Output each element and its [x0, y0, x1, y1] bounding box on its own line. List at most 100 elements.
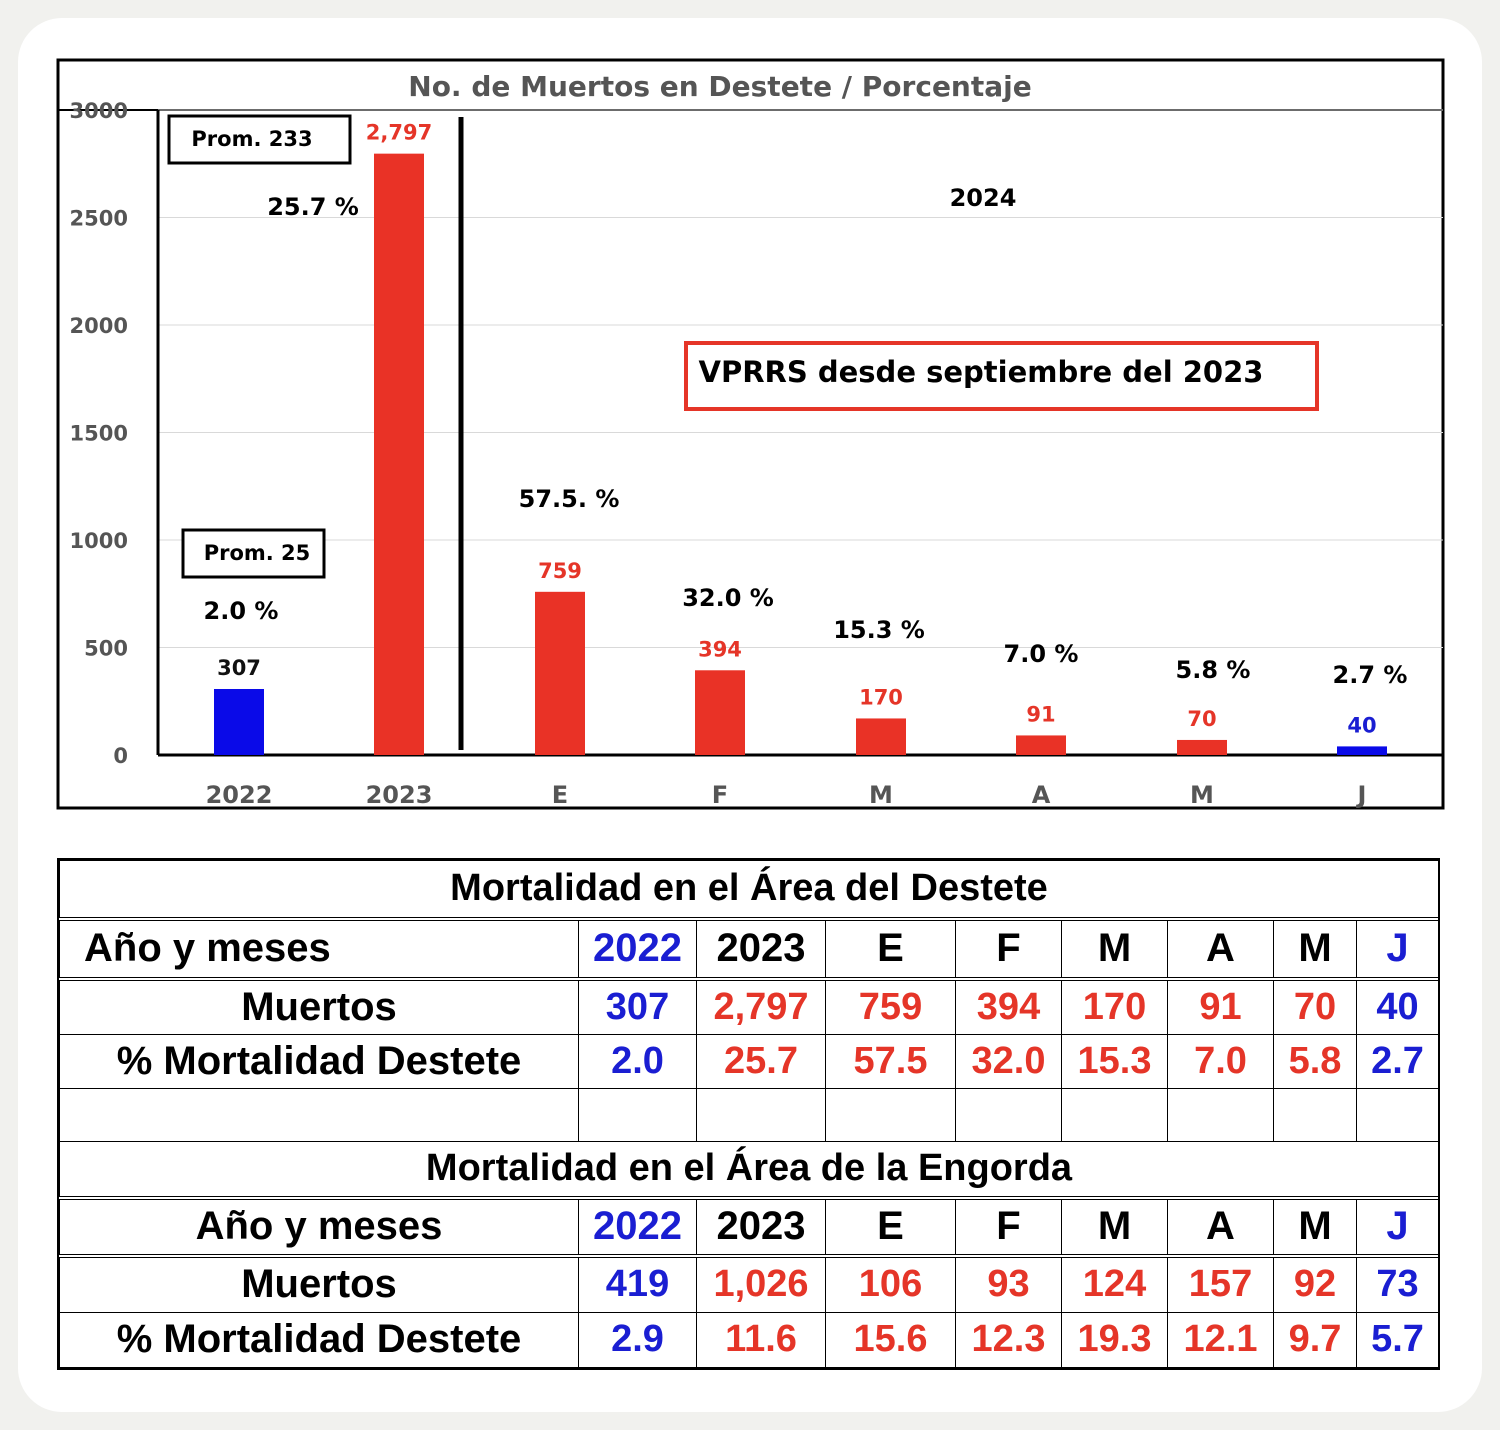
blank-cell [1061, 1087, 1168, 1143]
bar-percent-label: 15.3 % [833, 616, 925, 644]
table-cell: 124 [1061, 1255, 1168, 1313]
bar-percent-label: 2.0 % [204, 597, 279, 625]
table-cell: 32.0 [955, 1033, 1062, 1089]
table-cell: 57.5 [825, 1033, 956, 1089]
destete-percent-row: % Mortalidad Destete 2.0 25.7 57.5 32.0 … [59, 1033, 1439, 1089]
engorda-col-header: 2022 [578, 1197, 697, 1259]
table-cell: 91 [1167, 978, 1274, 1035]
y-tick-label: 0 [113, 744, 128, 768]
bar [214, 688, 264, 755]
table-cell: 759 [825, 978, 956, 1035]
engorda-table-title: Mortalidad en el Área de la Engorda [59, 1141, 1439, 1200]
bar-value-label: 170 [859, 685, 903, 709]
table-cell: 307 [578, 978, 697, 1035]
vprrs-note-box [684, 341, 1319, 411]
mortality-table: Mortalidad en el Área del Destete Año y … [57, 858, 1440, 1370]
bar [1337, 746, 1387, 755]
engorda-col-header: J [1356, 1197, 1439, 1259]
chart-frame [56, 58, 1445, 810]
bar-value-label: 91 [1026, 702, 1055, 726]
engorda-col-header: 2023 [696, 1197, 826, 1259]
engorda-percent-row: % Mortalidad Destete 2.9 11.6 15.6 12.3 … [59, 1311, 1439, 1369]
row-label: Muertos [59, 1255, 579, 1313]
table-cell: 1,026 [696, 1255, 826, 1313]
table-cell: 5.8 [1273, 1033, 1357, 1089]
x-tick-label: 2022 [206, 781, 273, 809]
x-tick-label: 2023 [366, 781, 433, 809]
y-tick-label: 500 [84, 637, 128, 661]
bar-percent-label: 2.7 % [1333, 661, 1408, 689]
bar-percent-label: 5.8 % [1176, 656, 1251, 684]
bar-value-label: 40 [1347, 713, 1376, 737]
bar [374, 153, 424, 755]
blank-cell [696, 1087, 826, 1143]
table-cell: 15.6 [825, 1311, 956, 1369]
x-tick-label: M [869, 781, 893, 809]
destete-col-header: M [1273, 918, 1357, 981]
table-cell: 2.7 [1356, 1033, 1439, 1089]
bar-value-label: 394 [698, 637, 742, 661]
engorda-header-row: Año y meses 2022 2023 E F M A M J [59, 1197, 1439, 1259]
prom-2022-box [181, 528, 326, 579]
blank-cell [1273, 1087, 1357, 1143]
blank-cell [1167, 1087, 1274, 1143]
x-tick-label: F [712, 781, 728, 809]
y-tick-label: 2000 [70, 314, 128, 338]
table-cell: 2,797 [696, 978, 826, 1035]
bar-percent-label: 25.7 % [267, 193, 359, 221]
table-cell: 40 [1356, 978, 1439, 1035]
y-tick-label: 1000 [70, 529, 128, 553]
bar-percent-label: 32.0 % [682, 584, 774, 612]
bar [856, 718, 906, 755]
row-label: Muertos [59, 978, 579, 1035]
engorda-col-header: E [825, 1197, 956, 1259]
prom-2023-label: Prom. 233 [191, 127, 312, 151]
x-tick-label: A [1032, 781, 1051, 809]
table-cell: 106 [825, 1255, 956, 1313]
bar-value-label: 759 [538, 559, 582, 583]
chart-title: No. de Muertos en Destete / Porcentaje [408, 70, 1031, 103]
blank-cell [825, 1087, 956, 1143]
y-tick-label: 3000 [70, 99, 128, 123]
engorda-muertos-row: Muertos 419 1,026 106 93 124 157 92 73 [59, 1255, 1439, 1313]
blank-cell [955, 1087, 1062, 1143]
blank-cell [1356, 1087, 1439, 1143]
destete-col-header: 2022 [578, 918, 697, 981]
table-cell: 15.3 [1061, 1033, 1168, 1089]
bar-value-label: 70 [1187, 707, 1216, 731]
bar-percent-label: 7.0 % [1004, 640, 1079, 668]
prom-2022-label: Prom. 25 [204, 541, 311, 565]
row-label: % Mortalidad Destete [59, 1311, 579, 1369]
bar [535, 591, 585, 755]
table-cell: 70 [1273, 978, 1357, 1035]
table-cell: 93 [955, 1255, 1062, 1313]
bar-percent-label: 57.5. % [519, 485, 620, 513]
blank-row [59, 1087, 1439, 1143]
engorda-col-header: M [1273, 1197, 1357, 1259]
destete-header-row: Año y meses 2022 2023 E F M A M J [59, 918, 1439, 981]
destete-table-title: Mortalidad en el Área del Destete [59, 859, 1439, 921]
table-cell: 92 [1273, 1255, 1357, 1313]
bar-chart: No. de Muertos en Destete / Porcentaje 0… [56, 58, 1445, 810]
x-tick-label: M [1190, 781, 1214, 809]
vprrs-note-label: VPRRS desde septiembre del 2023 [699, 355, 1264, 389]
blank-cell [59, 1087, 579, 1143]
destete-col-header: J [1356, 918, 1439, 981]
x-tick-label: E [552, 781, 568, 809]
bar [695, 670, 745, 755]
destete-col-header: A [1167, 918, 1274, 981]
table-cell: 19.3 [1061, 1311, 1168, 1369]
prom-2023-box [167, 114, 352, 165]
table-cell: 157 [1167, 1255, 1274, 1313]
bar-value-label: 2,797 [366, 121, 432, 145]
engorda-col-header: F [955, 1197, 1062, 1259]
destete-muertos-row: Muertos 307 2,797 759 394 170 91 70 40 [59, 978, 1439, 1035]
bar [1016, 735, 1066, 755]
table-cell: 12.3 [955, 1311, 1062, 1369]
destete-col-header: 2023 [696, 918, 826, 981]
table-cell: 9.7 [1273, 1311, 1357, 1369]
blank-cell [578, 1087, 697, 1143]
engorda-col-header: M [1061, 1197, 1168, 1259]
destete-col-header: E [825, 918, 956, 981]
year-2024-label: 2024 [950, 184, 1017, 212]
